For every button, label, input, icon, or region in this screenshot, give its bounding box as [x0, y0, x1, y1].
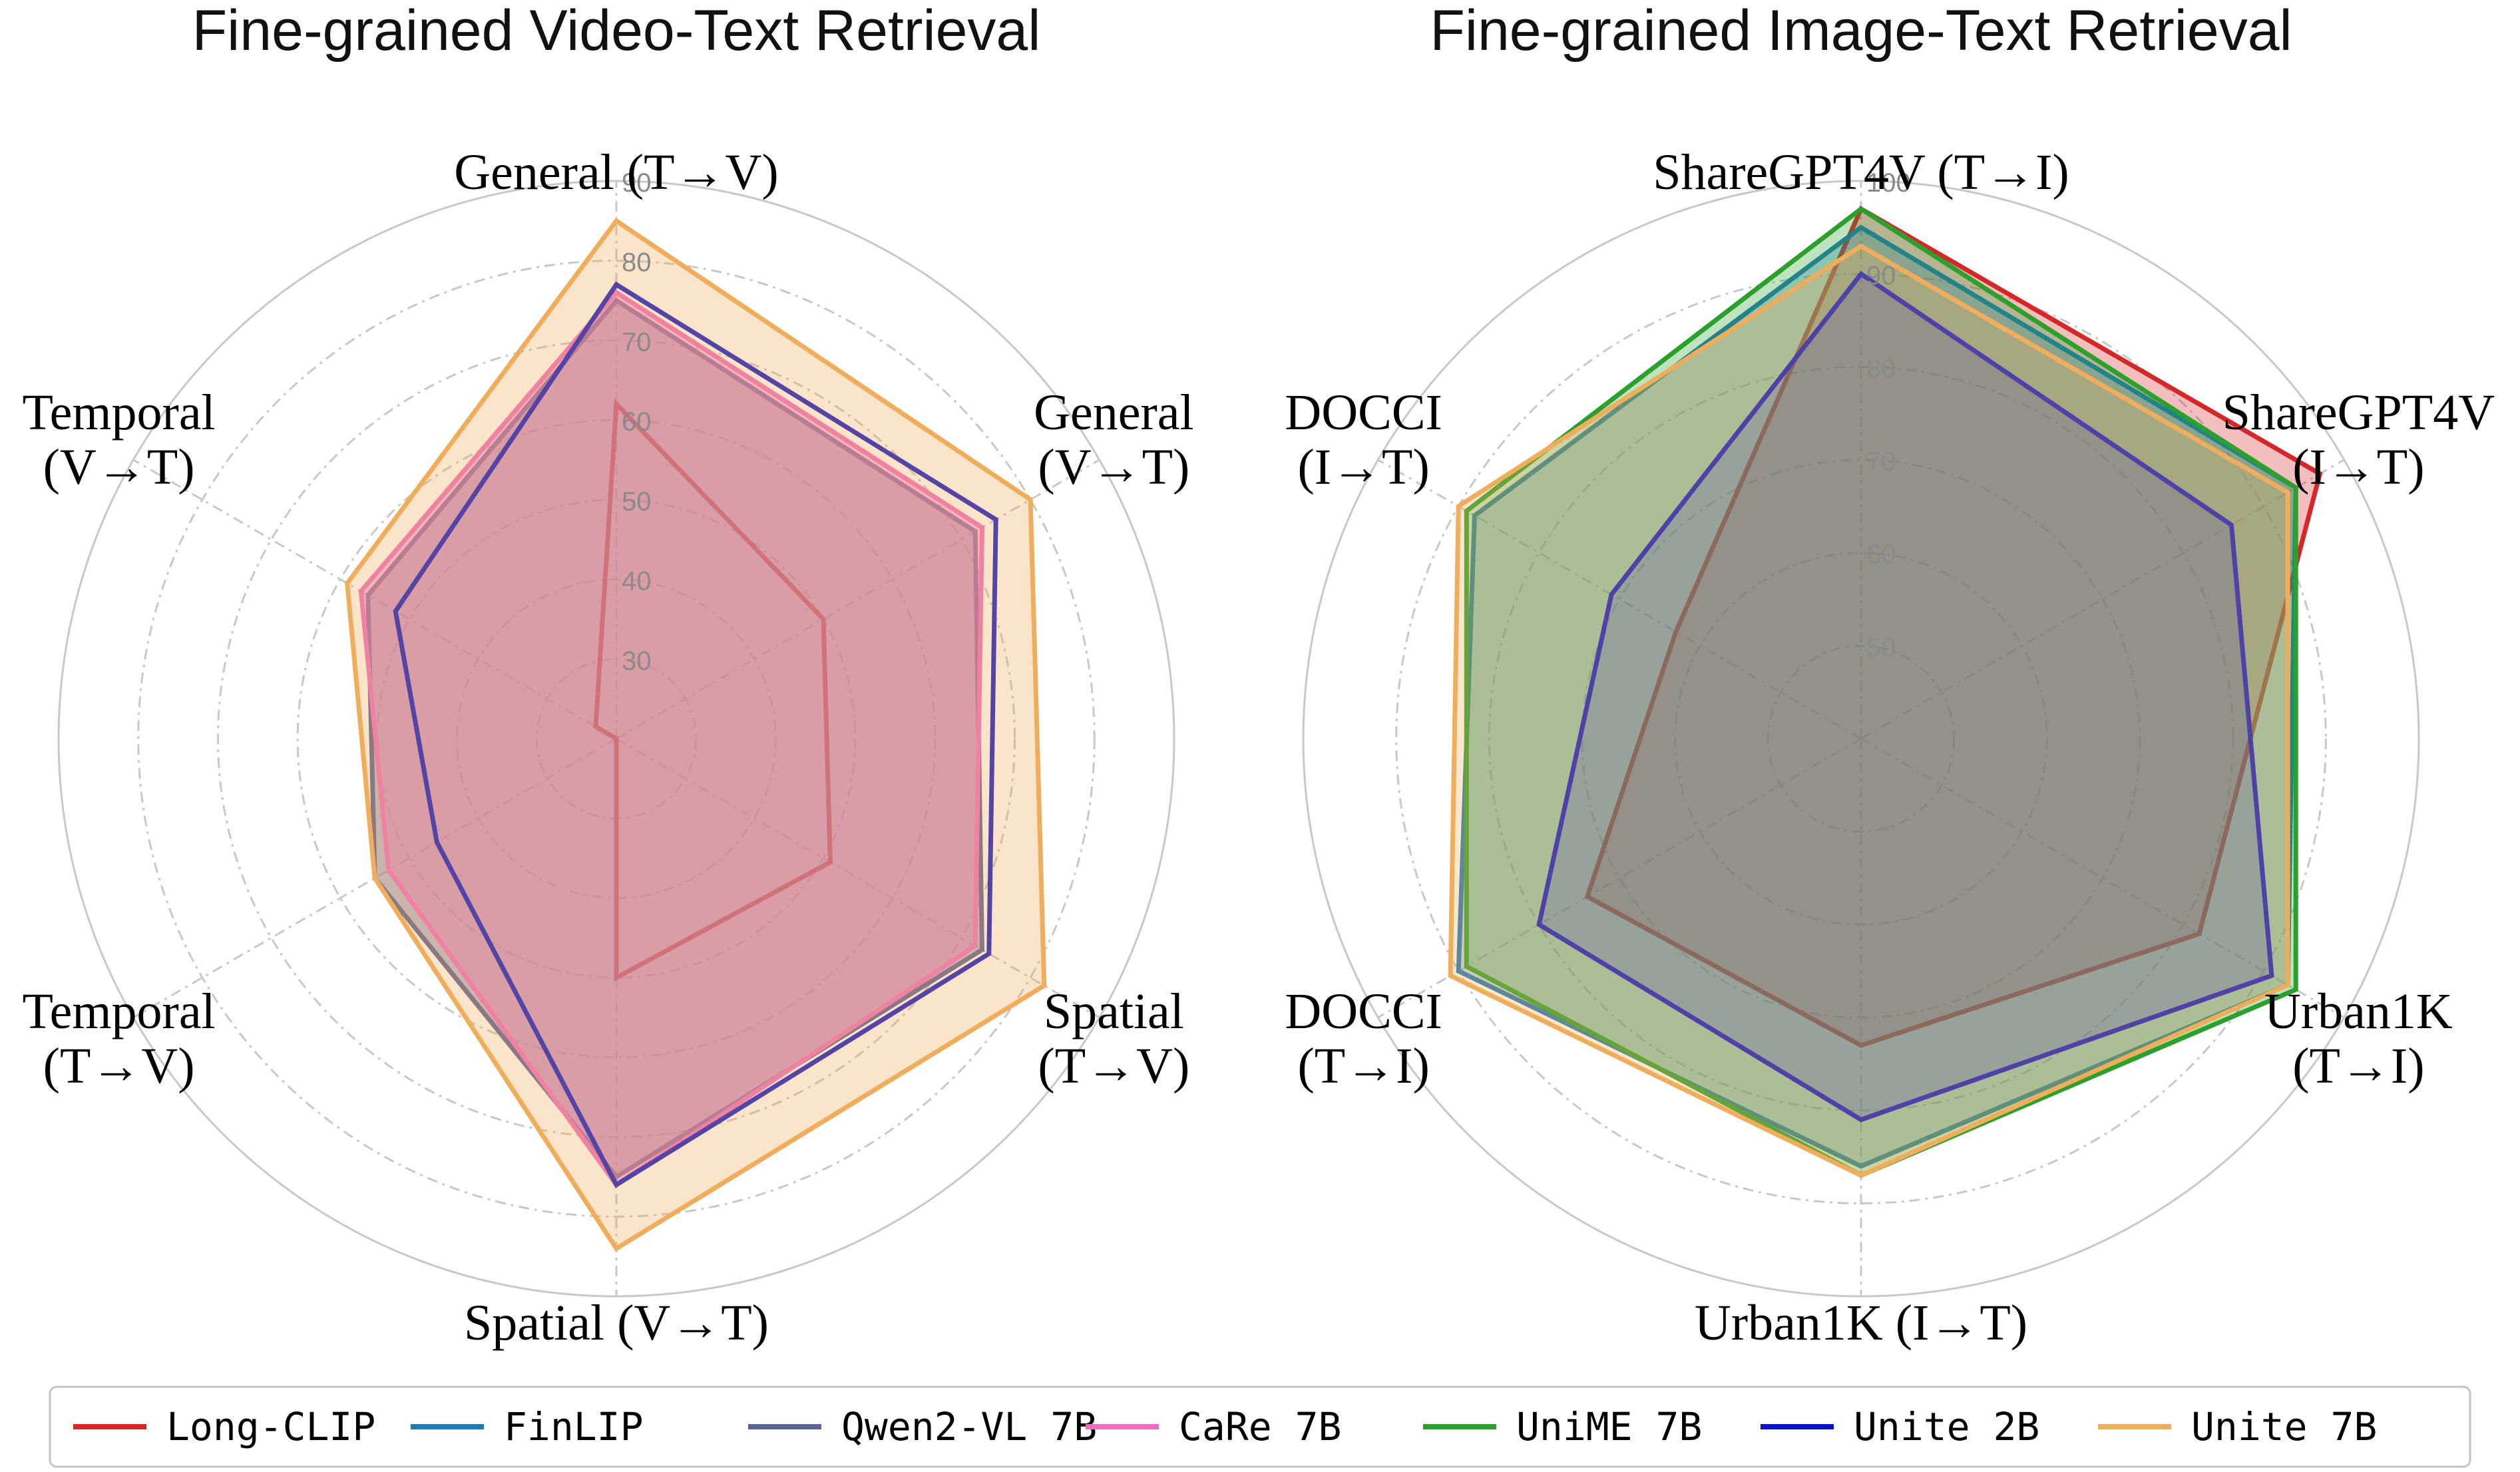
- axis-label: General (V→T): [1034, 385, 1194, 495]
- radial-tick-label: 90: [1866, 262, 1896, 291]
- axis-label: Urban1K (T→I): [2264, 984, 2453, 1094]
- axis-label: Spatial (V→T): [464, 1295, 769, 1351]
- radial-tick-label: 60: [1866, 540, 1896, 570]
- axis-spoke: [616, 459, 1100, 740]
- axis-label: Temporal (V→T): [23, 385, 216, 495]
- series-polygon-unite-7b: [345, 218, 1047, 1252]
- radial-tick-label: 50: [622, 487, 652, 516]
- legend-label: CaRe 7B: [1179, 1404, 1341, 1449]
- radar-axis-labels: ShareGPT4V (T→I) ShareGPT4V (I→T) Urban1K (T…: [1285, 144, 2495, 1351]
- axis-label: Temporal (T→V): [23, 984, 216, 1094]
- radial-tick-label: 40: [622, 567, 652, 596]
- axis-label: Spatial (T→V): [1038, 984, 1189, 1094]
- radar-axis-labels: General (T→V) General (V→T) Spatial (T→V) Spa…: [23, 144, 1194, 1351]
- axis-label: Urban1K (I→T): [1695, 1295, 2027, 1351]
- legend-label: UniME 7B: [1516, 1404, 1702, 1449]
- grid-circle: [216, 339, 1016, 1139]
- chart-title: Fine-grained Image-Text Retrieval: [1430, 0, 2292, 63]
- video-text-radar-chart: Fine-grained Video-Text Retrieval 30 40 50…: [23, 0, 1194, 1351]
- legend-item: FinLIP: [411, 1404, 644, 1449]
- radar-series: [345, 218, 1047, 1252]
- axis-spoke: [1860, 737, 2345, 1019]
- legend-item: Long-CLIP: [73, 1404, 375, 1449]
- axis-spoke: [132, 459, 617, 740]
- radial-tick-label: 80: [622, 248, 652, 277]
- chart-title: Fine-grained Video-Text Retrieval: [192, 0, 1041, 63]
- radial-tick-label: 80: [1866, 354, 1896, 383]
- image-text-radar-chart: Fine-grained Image-Text Retrieval 50 60 70…: [1285, 0, 2495, 1351]
- radar-tick-labels: 50 60 70 80 90 100: [1866, 168, 1911, 662]
- series-polygon-unite-2b: [393, 281, 998, 1189]
- series-polygon-unite-2b: [1536, 270, 2274, 1123]
- legend-label: Unite 2B: [1854, 1404, 2039, 1449]
- grid-circle: [137, 260, 1096, 1218]
- legend-label: Unite 7B: [2191, 1404, 2377, 1449]
- legend-label: Qwen2-VL 7B: [841, 1404, 1097, 1449]
- radial-tick-label: 30: [622, 646, 652, 675]
- radial-tick-label: 50: [1866, 633, 1896, 662]
- legend-item: Unite 7B: [2098, 1404, 2377, 1449]
- axis-label: DOCCI (T→I): [1285, 984, 1442, 1094]
- legend: Long-CLIP FinLIP Qwen2-VL 7B CaRe 7B UniME 7…: [49, 1385, 2471, 1468]
- series-polygon-qwen2-vl-7b: [365, 297, 985, 1181]
- axis-label: ShareGPT4V (T→I): [1653, 144, 2069, 200]
- axis-spoke: [1860, 459, 2345, 740]
- legend-item: Qwen2-VL 7B: [748, 1404, 1097, 1449]
- radial-tick-label: 60: [622, 407, 652, 437]
- axis-label: DOCCI (I→T): [1285, 385, 1442, 495]
- radar-series: [1448, 205, 2323, 1179]
- axis-spoke: [132, 737, 617, 1019]
- series-polygon-unite-7b: [1448, 243, 2290, 1179]
- radial-tick-label: 100: [1866, 168, 1911, 198]
- radial-tick-label: 70: [1866, 447, 1896, 476]
- series-polygon-long-clip: [593, 399, 833, 982]
- series-polygon-long-clip: [1584, 205, 2323, 1048]
- legend-frame: [49, 1385, 2471, 1468]
- axis-label: General (T→V): [454, 144, 778, 200]
- radar-tick-labels: 30 40 50 60 70 80 90: [622, 168, 652, 675]
- radial-tick-label: 90: [622, 168, 652, 198]
- legend-label: FinLIP: [504, 1404, 644, 1449]
- grid-circle: [1581, 459, 2141, 1019]
- legend-item: Unite 2B: [1761, 1404, 2039, 1449]
- legend-item: UniME 7B: [1423, 1404, 1702, 1449]
- axis-label: ShareGPT4V (I→T): [2222, 385, 2495, 495]
- radial-tick-label: 70: [622, 327, 652, 357]
- legend-label: Long-CLIP: [166, 1404, 375, 1449]
- axis-spoke: [616, 737, 1100, 1019]
- legend-item: CaRe 7B: [1086, 1404, 1341, 1449]
- grid-circle: [1767, 644, 1956, 833]
- grid-circle: [1488, 365, 2234, 1112]
- legend-items: Long-CLIP FinLIP Qwen2-VL 7B CaRe 7B UniME 7…: [73, 1404, 2377, 1449]
